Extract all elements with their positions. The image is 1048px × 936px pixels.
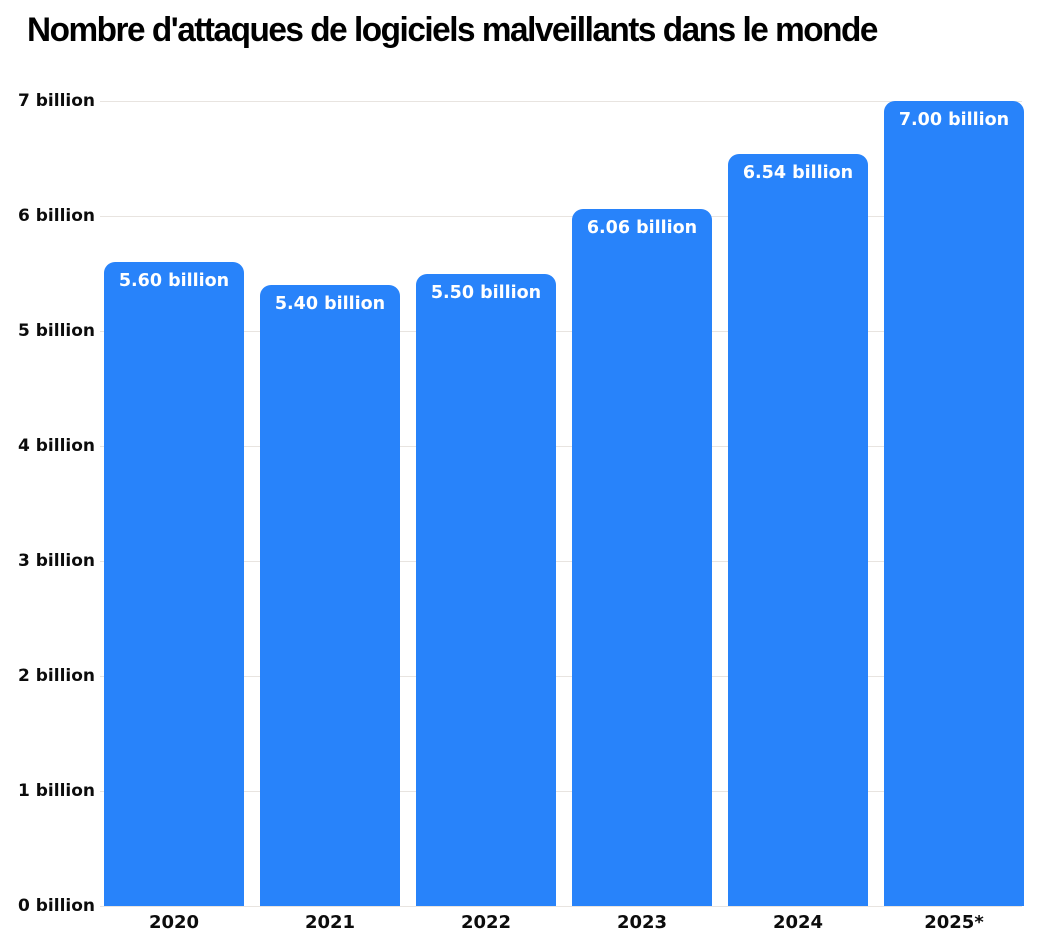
bar-value-label: 5.40 billion bbox=[274, 294, 386, 314]
y-axis-tick-label: 1 billion bbox=[18, 781, 96, 801]
bar-value-label: 6.06 billion bbox=[586, 218, 698, 239]
x-axis-label-2025: 2025* bbox=[924, 912, 984, 933]
bar-2023: 6.06 billion bbox=[572, 209, 712, 906]
bar-2022: 5.50 billion bbox=[416, 273, 556, 906]
gridline bbox=[100, 446, 1022, 447]
bar-2024: 6.54 billion bbox=[728, 153, 868, 906]
gridline bbox=[100, 331, 1022, 332]
chart-title: Nombre d'attaques de logiciels malveilla… bbox=[27, 11, 878, 49]
y-axis-tick-label: 5 billion bbox=[18, 321, 96, 341]
gridline bbox=[100, 791, 1022, 792]
x-axis-label-2024: 2024 bbox=[772, 912, 824, 933]
gridline bbox=[100, 906, 1022, 907]
x-axis-label-2020: 2020 bbox=[148, 912, 200, 933]
bar-value-label: 5.60 billion bbox=[118, 271, 230, 291]
y-axis-tick-label: 4 billion bbox=[18, 436, 96, 456]
y-axis-tick-label: 7 billion bbox=[18, 91, 96, 111]
bar-value-label: 5.50 billion bbox=[430, 282, 542, 303]
gridline bbox=[100, 561, 1022, 562]
y-axis-tick-label: 6 billion bbox=[18, 206, 96, 226]
y-axis-tick-label: 2 billion bbox=[18, 666, 96, 686]
gridline bbox=[100, 216, 1022, 217]
x-axis-label-2022: 2022 bbox=[460, 912, 512, 933]
bar-2025*: 7.00 billion bbox=[884, 101, 1024, 906]
y-axis-tick-label: 0 billion bbox=[18, 896, 96, 916]
gridline bbox=[100, 676, 1022, 677]
x-axis-label-2023: 2023 bbox=[616, 912, 668, 933]
bar-2020: 5.60 billion bbox=[104, 262, 244, 906]
bar-value-label: 6.54 billion bbox=[742, 162, 854, 183]
bar-value-label: 7.00 billion bbox=[898, 110, 1010, 130]
gridline bbox=[100, 101, 1022, 102]
x-axis-label-2021: 2021 bbox=[304, 912, 356, 933]
bar-2021: 5.40 billion bbox=[260, 285, 400, 906]
y-axis-tick-label: 3 billion bbox=[18, 551, 96, 571]
